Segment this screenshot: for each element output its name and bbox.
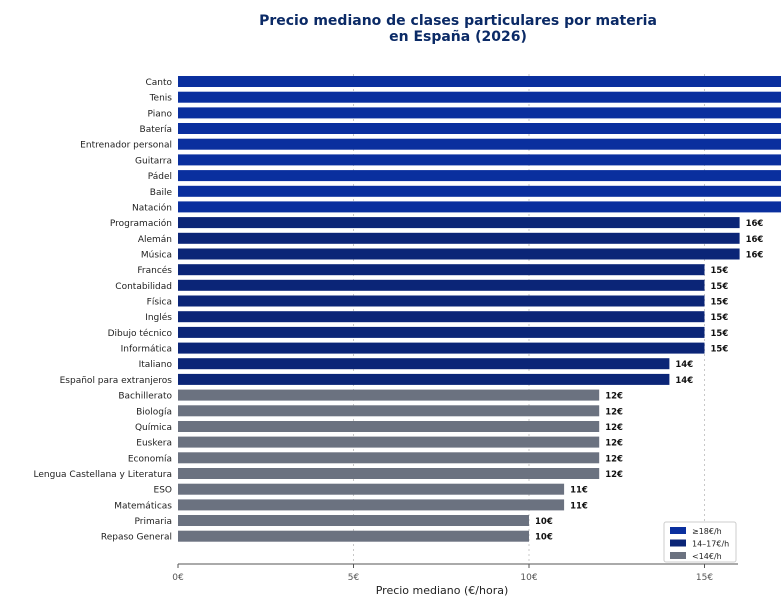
category-label: Piano (148, 109, 173, 119)
category-label: Química (135, 423, 172, 433)
bar (178, 358, 669, 369)
value-label: 12€ (605, 439, 623, 449)
legend-swatch (670, 552, 686, 559)
value-label: 10€ (535, 517, 553, 527)
category-label: Inglés (145, 312, 172, 323)
x-tick-label: 15€ (696, 573, 713, 583)
value-label: 15€ (711, 298, 729, 308)
x-tick-label: 10€ (520, 573, 537, 583)
category-label: Italiano (139, 360, 173, 370)
bar (178, 484, 564, 495)
value-label: 14€ (675, 360, 693, 370)
category-label: Matemáticas (114, 501, 172, 511)
bar (178, 421, 599, 432)
bar (178, 531, 529, 542)
bar (178, 170, 781, 181)
category-label: Repaso General (101, 533, 172, 543)
legend-label: <14€/h (692, 552, 722, 561)
bar (178, 311, 705, 322)
legend-swatch (670, 527, 686, 534)
category-label: Batería (140, 125, 172, 135)
value-label: 12€ (605, 407, 623, 417)
bar (178, 217, 740, 228)
bars-layer: Canto25€Tenis25€Piano23€Batería21€Entren… (34, 76, 781, 543)
category-label: ESO (154, 486, 172, 496)
value-label: 12€ (605, 454, 623, 464)
x-tick-label: 0€ (172, 573, 184, 583)
bar (178, 515, 529, 526)
legend-label: 14–17€/h (692, 540, 729, 549)
bar (178, 233, 740, 244)
category-label: Natación (132, 202, 172, 213)
value-label: 15€ (711, 329, 729, 339)
value-label: 15€ (711, 313, 729, 323)
category-label: Música (141, 251, 172, 261)
legend: ≥18€/h 14–17€/h <14€/h (664, 522, 736, 562)
category-label: Economía (128, 454, 172, 464)
category-label: Baile (150, 188, 173, 198)
value-label: 12€ (605, 470, 623, 480)
category-label: Euskera (136, 439, 172, 449)
bar (178, 452, 599, 463)
bar (178, 76, 781, 87)
value-label: 11€ (570, 501, 588, 511)
category-label: Español para extranjeros (60, 376, 173, 386)
chart-title-line2: en España (2026) (389, 29, 527, 45)
bar (178, 468, 599, 479)
category-label: Alemán (138, 235, 172, 245)
category-label: Lengua Castellana y Literatura (34, 470, 172, 480)
category-label: Francés (137, 265, 172, 276)
bar (178, 437, 599, 448)
value-label: 16€ (746, 235, 764, 245)
category-label: Bachillerato (118, 392, 172, 402)
bar (178, 154, 781, 165)
category-label: Canto (145, 78, 172, 88)
bar (178, 107, 781, 118)
value-label: 15€ (711, 282, 729, 292)
bar (178, 123, 781, 134)
chart-title-line1: Precio mediano de clases particulares po… (259, 13, 657, 29)
category-label: Informática (121, 345, 172, 355)
value-label: 15€ (711, 345, 729, 355)
value-label: 14€ (675, 376, 693, 386)
x-tick-label: 5€ (348, 573, 360, 583)
category-label: Tenis (149, 94, 173, 104)
bar (178, 327, 705, 338)
value-label: 10€ (535, 533, 553, 543)
x-axis-label: Precio mediano (€/hora) (376, 584, 509, 597)
bar (178, 249, 740, 260)
category-label: Física (147, 298, 172, 308)
value-label: 15€ (711, 266, 729, 276)
bar (178, 499, 564, 510)
bar (178, 405, 599, 416)
value-label: 16€ (746, 219, 764, 229)
bar (178, 296, 705, 307)
bar (178, 139, 781, 150)
legend-swatch (670, 540, 686, 547)
bar (178, 280, 705, 291)
category-label: Contabilidad (115, 282, 172, 292)
legend-label: ≥18€/h (692, 527, 722, 536)
category-label: Entrenador personal (80, 141, 172, 151)
bar (178, 186, 781, 197)
category-label: Programación (110, 218, 172, 229)
value-label: 16€ (746, 251, 764, 261)
bar (178, 264, 705, 275)
value-label: 12€ (605, 392, 623, 402)
category-label: Primaria (135, 517, 172, 527)
bar (178, 92, 781, 103)
category-label: Guitarra (135, 156, 172, 166)
bar (178, 343, 705, 354)
bar (178, 201, 781, 212)
category-label: Pádel (148, 172, 172, 182)
bar (178, 390, 599, 401)
category-label: Biología (136, 407, 172, 417)
value-label: 12€ (605, 423, 623, 433)
bar (178, 374, 669, 385)
value-label: 11€ (570, 486, 588, 496)
category-label: Dibujo técnico (108, 328, 173, 339)
x-axis: 0€5€10€15€20€25€30€ (172, 564, 781, 583)
